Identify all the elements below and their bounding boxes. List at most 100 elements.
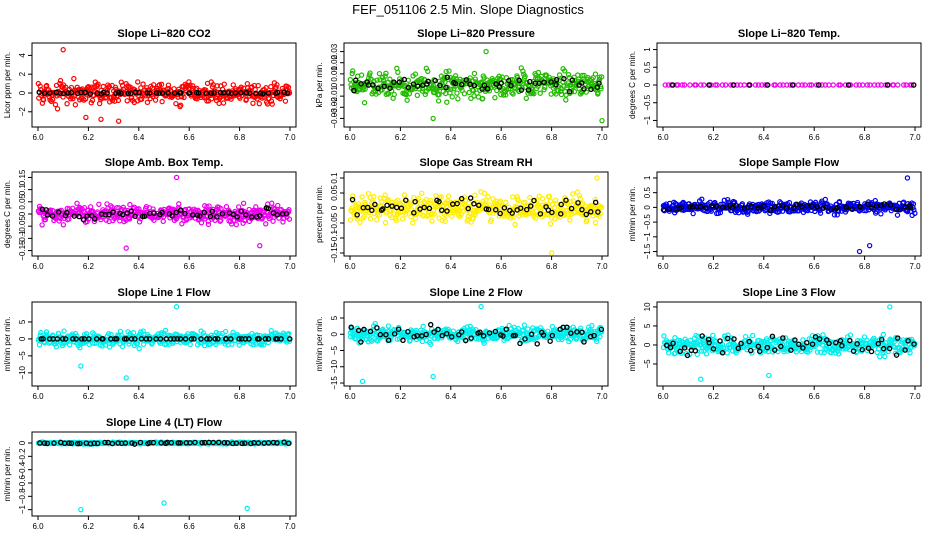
data-point xyxy=(244,80,251,87)
data-point xyxy=(61,328,67,334)
reference-point xyxy=(448,334,455,340)
reference-point xyxy=(238,90,244,96)
reference-point xyxy=(717,338,723,344)
reference-point xyxy=(283,210,290,217)
data-point xyxy=(62,84,69,90)
data-point xyxy=(853,82,859,88)
data-point xyxy=(393,217,399,224)
data-point xyxy=(162,327,169,334)
panel-title: Slope Line 2 Flow xyxy=(430,287,523,299)
data-point xyxy=(83,330,90,337)
reference-point xyxy=(70,336,76,342)
data-point xyxy=(206,203,212,209)
reference-point xyxy=(558,201,564,208)
data-point xyxy=(820,332,826,338)
data-point xyxy=(158,81,165,88)
data-point xyxy=(82,96,89,102)
data-point xyxy=(427,200,434,206)
data-point xyxy=(687,82,693,88)
data-point xyxy=(374,217,380,223)
data-point xyxy=(134,340,141,347)
data-point xyxy=(253,341,259,347)
data-point xyxy=(861,334,868,340)
reference-point xyxy=(847,337,853,344)
y-axis-label: percent per min. xyxy=(315,185,324,243)
reference-point xyxy=(776,202,782,209)
reference-point xyxy=(724,205,730,211)
data-point xyxy=(71,93,77,99)
data-point xyxy=(428,212,434,218)
reference-point xyxy=(501,205,508,211)
reference-point xyxy=(476,202,482,209)
reference-point xyxy=(809,341,816,347)
data-point xyxy=(786,199,793,206)
reference-point xyxy=(780,335,786,341)
reference-point xyxy=(82,89,88,96)
panel-temp: Slope Li−820 Temp.−1−0.500.516.0 6.2 6.4 6.… xyxy=(628,28,922,142)
data-point xyxy=(155,331,161,337)
reference-point xyxy=(432,77,438,84)
reference-point xyxy=(265,90,272,96)
data-point xyxy=(539,196,546,202)
data-point xyxy=(382,192,388,198)
data-point xyxy=(404,97,410,103)
reference-point xyxy=(234,214,241,220)
data-point xyxy=(452,73,459,79)
reference-point xyxy=(596,80,602,86)
reference-point xyxy=(150,439,157,446)
data-point xyxy=(575,202,582,208)
data-point xyxy=(817,210,824,216)
x-tick-label: 6.6 xyxy=(809,133,821,142)
data-point xyxy=(382,73,388,79)
reference-point xyxy=(568,205,575,212)
data-point xyxy=(576,192,583,199)
data-point xyxy=(371,193,377,200)
data-point xyxy=(250,341,257,348)
data-point xyxy=(269,101,275,107)
reference-point xyxy=(159,209,165,216)
reference-point xyxy=(816,82,822,88)
data-point xyxy=(140,81,146,87)
reference-point xyxy=(594,84,600,91)
outlier-point xyxy=(599,117,605,124)
x-tick-label: 6.4 xyxy=(133,262,145,271)
reference-point xyxy=(789,82,796,88)
reference-point xyxy=(281,89,287,96)
data-point xyxy=(537,90,543,96)
y-tick-label: −0.6 xyxy=(18,475,27,491)
reference-point xyxy=(163,336,169,342)
reference-point xyxy=(536,80,542,87)
reference-point xyxy=(66,440,72,446)
data-point xyxy=(387,76,393,82)
data-point xyxy=(243,96,249,103)
data-point xyxy=(176,201,182,207)
reference-point xyxy=(814,203,820,210)
x-tick-label: 6.0 xyxy=(344,392,356,401)
data-point xyxy=(527,194,533,201)
data-point xyxy=(374,77,380,83)
reference-point xyxy=(425,78,431,85)
data-point xyxy=(672,334,678,341)
outlier-point xyxy=(866,242,873,249)
reference-point xyxy=(850,348,857,354)
data-point xyxy=(536,193,542,199)
data-point xyxy=(222,328,229,335)
data-point xyxy=(592,196,598,203)
reference-point xyxy=(243,90,250,96)
reference-point xyxy=(503,326,510,333)
series-reference xyxy=(348,321,605,347)
data-point xyxy=(598,204,605,210)
data-point xyxy=(40,97,47,103)
data-point xyxy=(391,211,397,217)
reference-point xyxy=(755,205,761,211)
data-point xyxy=(115,97,122,104)
data-point xyxy=(95,81,101,87)
reference-point xyxy=(173,209,180,216)
data-point xyxy=(286,207,292,213)
outlier-point xyxy=(115,118,122,124)
reference-point xyxy=(522,336,528,342)
outlier-point xyxy=(904,175,911,181)
reference-point xyxy=(62,336,69,342)
x-tick-label: 6.6 xyxy=(184,392,196,401)
x-tick-label: 6.4 xyxy=(758,392,770,401)
